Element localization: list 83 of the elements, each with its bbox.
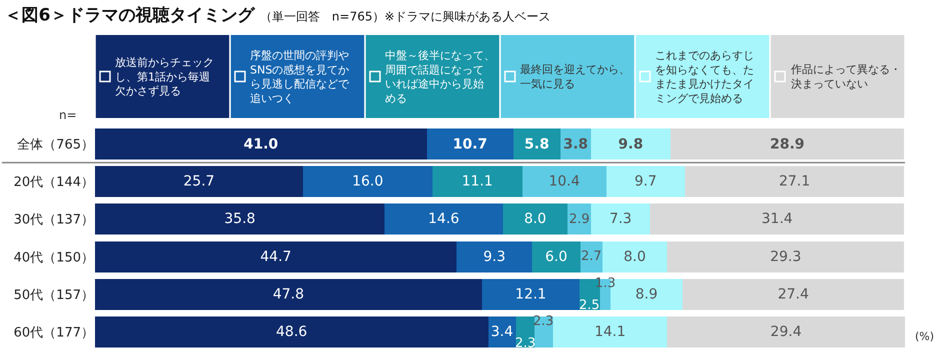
text: n=: [59, 108, 77, 122]
bar: [432, 166, 522, 197]
bar: [667, 241, 904, 272]
data-label: 5.8: [524, 136, 550, 152]
bar: [513, 128, 560, 160]
bar: [606, 166, 685, 197]
legend-label: 中盤～後半になって、周囲で話題になっていれば途中から見始める: [385, 49, 495, 105]
bar: [456, 241, 532, 272]
data-label: 47.8: [272, 286, 304, 302]
data-label: 28.9: [770, 136, 805, 152]
data-label: 10.7: [452, 136, 488, 152]
bar: [532, 241, 581, 272]
data-label: 25.7: [183, 174, 215, 190]
data-label: 14.6: [428, 211, 460, 228]
bar: [482, 279, 580, 310]
data-label: 2.3: [533, 314, 554, 329]
y-tick-label: 60代（177）: [14, 326, 94, 341]
legend-label: 作品によって異なる・決まっていない: [790, 63, 901, 90]
bar: [602, 241, 668, 272]
data-label: 12.1: [515, 286, 546, 302]
bar: [684, 166, 904, 197]
data-label: 44.7: [260, 248, 292, 265]
bar: [568, 204, 592, 235]
data-label: 6.0: [545, 248, 568, 265]
data-label: 31.4: [762, 211, 793, 228]
bar: [650, 204, 904, 235]
bar: [488, 316, 516, 348]
data-label: 10.4: [548, 174, 580, 190]
bar: [95, 241, 457, 272]
text: 放送前からチェックし、第1話から毎週欠かさず見る: [115, 56, 214, 98]
data-label: 9.8: [618, 136, 644, 152]
bar: [95, 279, 482, 310]
chart-title: ＜図6＞ドラマの視聴タイミング: [4, 5, 256, 26]
bar: [591, 204, 650, 235]
text: (%): [915, 330, 934, 343]
data-label: 27.1: [778, 174, 810, 190]
data-label: 8.9: [635, 286, 658, 302]
data-label: 29.4: [770, 324, 802, 340]
data-label: 9.3: [483, 248, 506, 265]
bar: [580, 241, 602, 272]
bar: [591, 128, 670, 160]
data-label: 8.0: [624, 248, 646, 265]
legend-label: 序盤の世間の評判やSNSの感想を見てから見逃し配信などで追いつく: [250, 49, 350, 105]
legend-label: これまでのあらすじを知らなくても、たまたま見かけたタイミングで見始める: [655, 49, 754, 105]
data-label: 8.0: [524, 211, 546, 228]
legend-label: 最終回を迎えてから、一気に見る: [520, 63, 630, 90]
data-label: 48.6: [276, 324, 308, 340]
data-label: 29.3: [770, 248, 802, 265]
data-label: 2.9: [569, 212, 590, 227]
data-label: 3.8: [563, 136, 588, 152]
y-tick-label: 20代（144）: [14, 175, 94, 190]
data-label: 9.7: [634, 174, 657, 190]
data-label: 3.4: [490, 324, 514, 340]
y-tick-label: 50代（157）: [14, 288, 94, 304]
chart-subtitle: （単一回答 n=765）※ドラマに興味がある人ベース: [260, 9, 551, 24]
data-label: 35.8: [224, 211, 256, 228]
data-label: 2.7: [581, 249, 602, 264]
y-tick-label: 全体（765）: [17, 137, 94, 152]
bar: [95, 204, 385, 235]
bar: [667, 316, 905, 348]
bar: [534, 316, 553, 348]
bar: [384, 204, 503, 235]
data-label: 16.0: [352, 174, 384, 190]
data-label: 27.4: [778, 286, 809, 302]
bar: [95, 166, 303, 197]
bar: [302, 166, 432, 197]
bar: [95, 128, 427, 160]
y-tick-label: 40代（150）: [14, 250, 94, 266]
bar: [522, 166, 606, 197]
data-label: 11.1: [462, 174, 493, 190]
bar: [95, 316, 488, 348]
data-label: 14.1: [594, 324, 626, 340]
y-tick-label: 30代（137）: [14, 212, 94, 228]
data-label: 41.0: [244, 136, 278, 152]
bar: [670, 128, 904, 160]
data-label: 2.5: [579, 298, 600, 313]
data-label: 2.3: [515, 336, 536, 351]
bar: [502, 204, 568, 235]
data-label: 1.3: [595, 276, 616, 291]
data-label: 7.3: [609, 211, 632, 228]
bar: [553, 316, 668, 348]
bar: [426, 128, 514, 160]
bar: [682, 279, 904, 310]
